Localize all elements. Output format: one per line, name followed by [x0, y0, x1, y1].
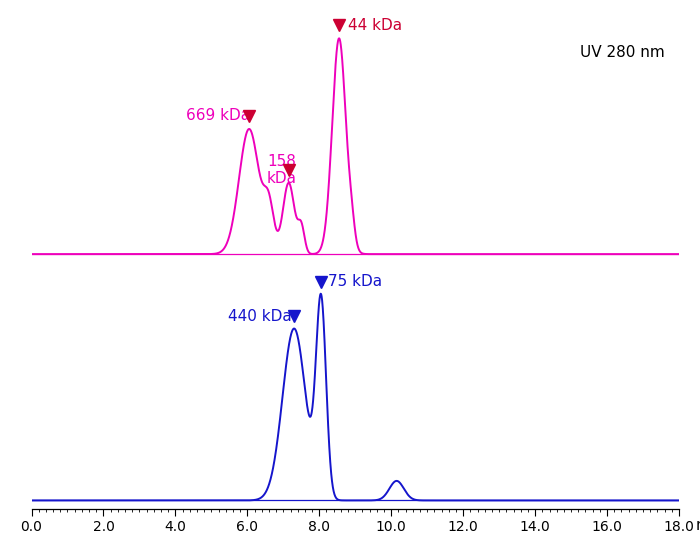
Text: 440 kDa: 440 kDa	[228, 309, 291, 324]
Text: 669 kDa: 669 kDa	[186, 108, 251, 124]
Text: min: min	[695, 518, 700, 533]
Text: 44 kDa: 44 kDa	[348, 18, 402, 33]
Text: 75 kDa: 75 kDa	[328, 274, 382, 289]
Text: 158
kDa: 158 kDa	[267, 154, 297, 186]
Text: UV 280 nm: UV 280 nm	[580, 45, 664, 60]
